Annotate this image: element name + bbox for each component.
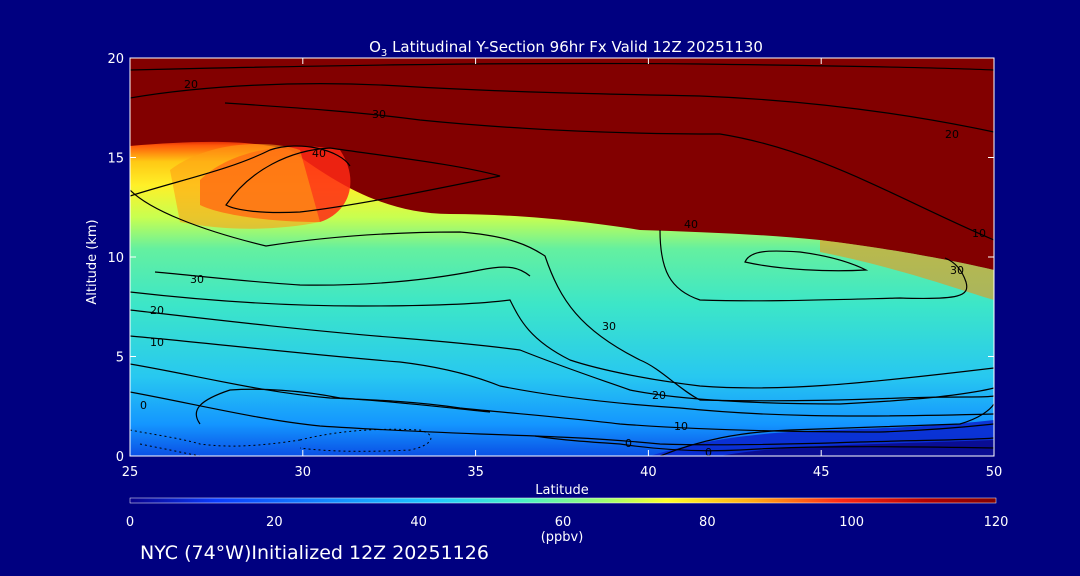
x-tick-label: 45: [813, 465, 830, 480]
contour-line: [225, 147, 501, 214]
contour-label: 30: [950, 264, 964, 277]
contour-line: [659, 229, 968, 302]
contour-label: 0: [625, 437, 632, 450]
x-axis-label: Latitude: [535, 483, 589, 498]
contour-label: 10: [674, 420, 688, 433]
contour-line: [130, 291, 994, 389]
contour-line: [659, 403, 994, 456]
contour-line: [195, 388, 491, 425]
contour-label: 20: [652, 389, 666, 402]
contour-line: [130, 335, 994, 417]
x-tick-label: 25: [122, 465, 139, 480]
contour-line: [130, 189, 994, 402]
x-tick-label: 50: [986, 465, 1003, 480]
contour-label: 20: [945, 128, 959, 141]
chart-title: O3 Latitudinal Y-Section 96hr Fx Valid 1…: [369, 38, 763, 59]
dashed-contours: [130, 428, 432, 456]
y-tick-label: 10: [107, 251, 124, 266]
contour-line: [744, 250, 869, 272]
colorbar-tick-label: 120: [984, 515, 1009, 530]
contour-line: [130, 62, 994, 71]
footer-initialization-text: NYC (74°W)Initialized 12Z 20251126: [140, 542, 489, 564]
dashed-contour-line: [130, 429, 301, 447]
colorbar: [129, 497, 997, 504]
contour-line: [130, 145, 351, 197]
contour-label: 10: [972, 227, 986, 240]
colorbar-tick-label: 0: [126, 515, 134, 530]
contour-label: 0: [140, 399, 147, 412]
x-tick-label: 30: [295, 465, 312, 480]
x-axis: 25 30 35 40 45 50: [122, 58, 1003, 480]
contour-labels: 20 30 40 40 30 20 10 20 10 0 30 20 10 0 …: [140, 78, 986, 459]
y-axis: 0 5 10 15 20: [107, 52, 994, 465]
contour-label: 0: [705, 446, 712, 459]
contour-line: [154, 266, 531, 286]
contour-label: 10: [150, 336, 164, 349]
dashed-contour-line: [299, 428, 432, 452]
y-tick-label: 20: [107, 52, 124, 67]
contour-line: [130, 83, 994, 133]
contour-line: [224, 102, 994, 241]
colorbar-tick-label: 80: [699, 515, 716, 530]
contour-label: 20: [184, 78, 198, 91]
tropopause-orange-band: [820, 240, 994, 300]
contour-label: 30: [372, 108, 386, 121]
low-ozone-region-dark: [720, 440, 994, 456]
y-tick-label: 0: [116, 450, 124, 465]
contour-label: 30: [190, 273, 204, 286]
colorbar-tick-label: 60: [555, 515, 572, 530]
dashed-contour-line: [139, 443, 201, 456]
colorbar-tick-label: 20: [266, 515, 283, 530]
contour-line: [534, 435, 994, 452]
y-tick-label: 5: [116, 351, 124, 366]
colorbar-tick-label: 100: [839, 515, 864, 530]
plot-area: 20 30 40 40 30 20 10 20 10 0 30 20 10 0 …: [130, 58, 994, 459]
contour-label: 30: [602, 320, 616, 333]
colorbar-label: (ppbv): [541, 530, 584, 545]
y-tick-label: 15: [107, 152, 124, 167]
contour-label: 20: [150, 304, 164, 317]
contour-lines: [130, 62, 994, 456]
contour-line: [130, 391, 994, 446]
contour-label: 40: [684, 218, 698, 231]
x-tick-label: 35: [467, 465, 484, 480]
x-tick-label: 40: [640, 465, 657, 480]
contour-line: [130, 363, 994, 433]
colorbar-tick-label: 40: [410, 515, 427, 530]
contour-label: 40: [312, 147, 326, 160]
y-axis-label: Altitude (km): [85, 219, 100, 304]
colorbar-ticks: 0 20 40 60 80 100 120: [126, 515, 1009, 530]
contour-line: [130, 309, 994, 405]
orange-tongue-region: [170, 144, 320, 229]
stratospheric-ozone-region: [130, 58, 994, 270]
